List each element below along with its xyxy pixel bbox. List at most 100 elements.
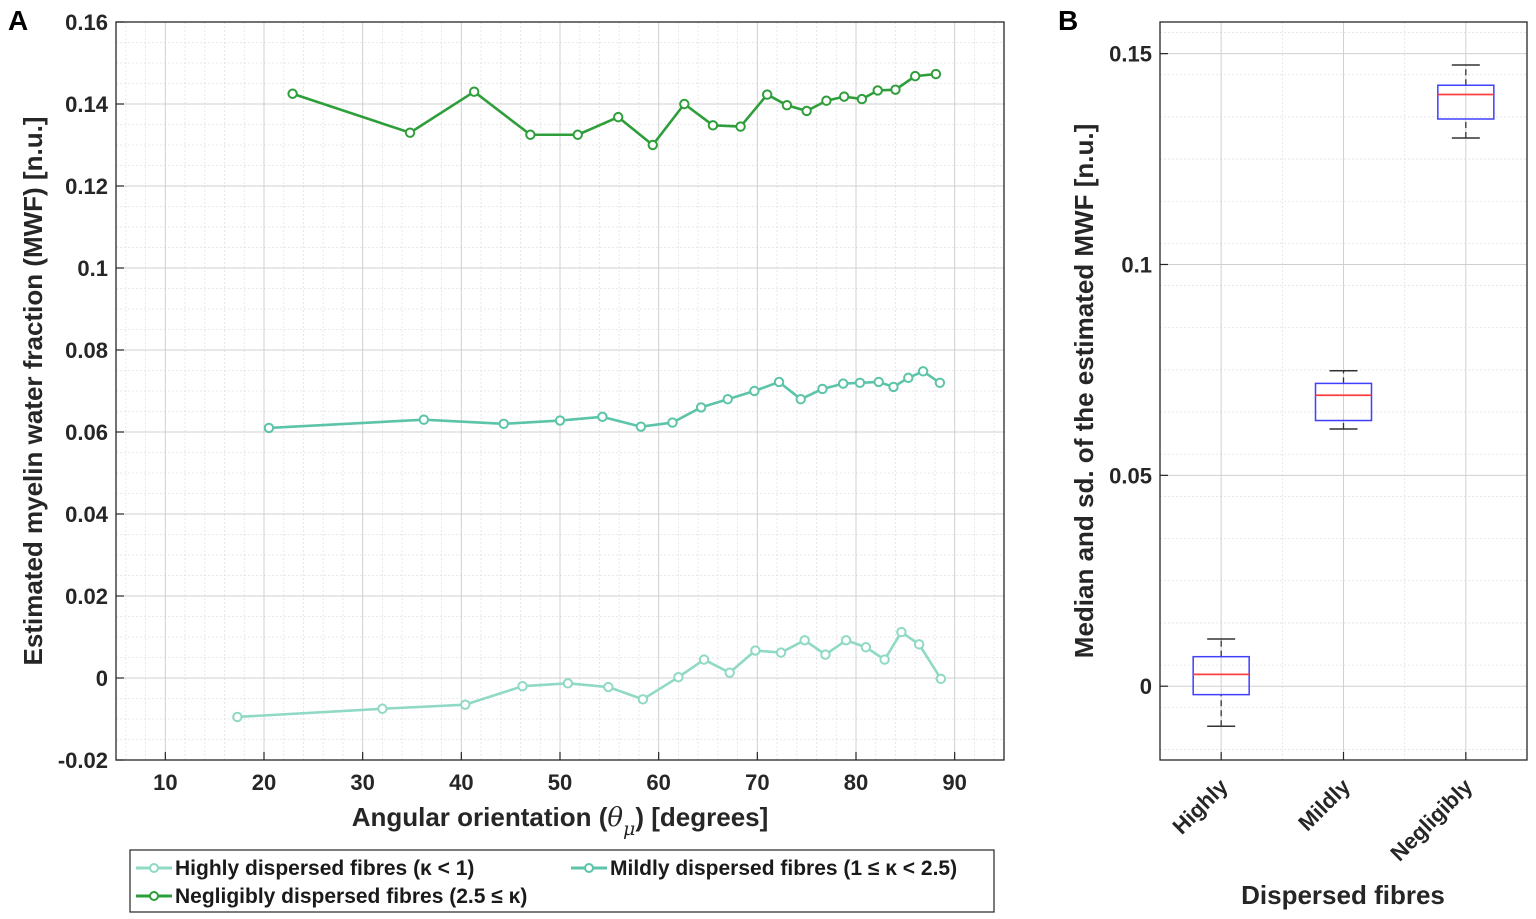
data-point-mildly — [498, 418, 509, 429]
data-point-negligibly — [525, 129, 536, 140]
data-point-negligibly — [801, 105, 812, 117]
data-point-mildly — [635, 421, 647, 432]
x-tick-label: 50 — [548, 770, 572, 795]
y-tick-label: 0.08 — [65, 338, 108, 363]
panel-a-xlabel: Angular orientation (θμ) [degrees] — [352, 802, 769, 840]
panel-a-series — [232, 68, 947, 723]
data-point-highly — [799, 635, 810, 646]
box-body — [1192, 655, 1250, 696]
data-point-negligibly — [821, 95, 832, 106]
series-mildly — [263, 366, 946, 434]
legend-label-mildly: Mildly dispersed fibres (1 ≤ κ < 2.5) — [610, 857, 957, 880]
panel-b-ticks: 0 0.05 0.1 0.15 Highly Mildly Negligibly — [1109, 42, 1478, 866]
data-point-mildly — [554, 415, 566, 426]
data-point-negligibly — [679, 98, 690, 110]
panel-a-xlabel-symbol: θ — [607, 803, 623, 833]
data-point-negligibly — [735, 121, 746, 132]
panel-b-xlabel: Dispersed fibres — [1241, 880, 1445, 910]
data-point-mildly — [817, 383, 828, 395]
data-point-highly — [603, 681, 614, 693]
y-tick-label: 0.04 — [65, 502, 109, 527]
panel-a-xlabel-text: Angular orientation — [352, 802, 592, 832]
data-point-mildly — [418, 414, 430, 425]
data-point-mildly — [667, 417, 678, 428]
y-tick-label: 0.1 — [77, 256, 108, 281]
data-point-negligibly — [468, 86, 480, 97]
x-tick-label: 40 — [449, 770, 473, 795]
y-tick-label: 0 — [1140, 674, 1152, 699]
box-mildly — [1314, 370, 1373, 430]
data-point-negligibly — [762, 89, 773, 100]
data-point-highly — [724, 667, 735, 678]
data-point-negligibly — [872, 85, 883, 96]
panel-b-grid — [1160, 22, 1527, 760]
data-point-highly — [750, 645, 761, 656]
legend-marker-negligibly — [149, 891, 159, 901]
data-point-mildly — [597, 411, 608, 423]
y-tick-label: 0.15 — [1109, 42, 1152, 67]
data-point-mildly — [795, 394, 806, 405]
x-tick-label: 20 — [252, 770, 276, 795]
panel-a-label: A — [8, 5, 28, 36]
legend-label-negligibly: Negligibly dispersed fibres (2.5 ≤ κ) — [175, 885, 527, 908]
data-point-negligibly — [856, 93, 868, 105]
data-point-highly — [637, 694, 649, 705]
x-tick-label: 10 — [153, 770, 177, 795]
data-point-mildly — [695, 402, 707, 413]
data-point-mildly — [854, 377, 866, 388]
data-point-highly — [517, 681, 528, 692]
data-point-highly — [879, 654, 890, 665]
panel-b-ylabel: Median and sd. of the estimated MWF [n.u… — [1069, 124, 1099, 658]
x-tick-label: 80 — [844, 770, 868, 795]
y-tick-label: 0 — [96, 666, 108, 691]
x-tick-label: 70 — [745, 770, 769, 795]
data-point-highly — [840, 635, 852, 646]
panel-a-xlabel-subscript: μ — [623, 818, 635, 840]
panel-b: B 0 0.05 0.1 0.15 Highly Mildly Negligibly Med… — [1058, 5, 1528, 910]
data-point-negligibly — [613, 111, 624, 123]
data-point-negligibly — [890, 84, 901, 95]
data-point-negligibly — [910, 70, 921, 82]
panel-a-ticks: 10 20 30 40 50 60 70 80 90 -0.02 0 0.02 0.04 0.06 0.08… — [58, 10, 967, 795]
data-point-mildly — [837, 378, 849, 389]
data-point-highly — [860, 642, 872, 653]
y-tick-label: -0.02 — [58, 748, 108, 773]
y-tick-label: 0.14 — [65, 92, 109, 117]
box-negligibly — [1437, 64, 1495, 139]
y-tick-label: 0.12 — [65, 174, 108, 199]
data-point-negligibly — [647, 139, 658, 151]
data-point-negligibly — [707, 120, 719, 131]
data-point-highly — [562, 678, 574, 689]
y-tick-label: 0.05 — [1109, 463, 1152, 488]
box-body — [1314, 382, 1373, 422]
y-tick-label: 0.1 — [1121, 252, 1152, 277]
data-point-mildly — [749, 385, 760, 397]
y-tick-label: 0.02 — [65, 584, 108, 609]
legend-box — [129, 849, 995, 913]
data-point-highly — [698, 654, 710, 665]
data-point-mildly — [873, 376, 884, 388]
x-tick-label: 60 — [646, 770, 670, 795]
data-point-mildly — [917, 366, 929, 377]
y-tick-label: 0.06 — [65, 420, 108, 445]
panel-a: A 10 20 30 40 50 60 70 80 90 -0.02 0 0.02 0.04 0.06 0.… — [8, 5, 1005, 913]
data-point-negligibly — [781, 100, 793, 111]
category-label: Highly — [1167, 773, 1233, 839]
data-point-highly — [232, 711, 243, 723]
data-point-mildly — [888, 381, 899, 393]
data-point-highly — [820, 649, 831, 660]
y-tick-label: 0.16 — [65, 10, 108, 35]
data-point-negligibly — [404, 127, 416, 138]
legend-entry-mildly: Mildly dispersed fibres (1 ≤ κ < 2.5) — [571, 857, 957, 880]
data-point-highly — [896, 626, 907, 638]
data-point-highly — [935, 673, 947, 685]
legend-marker-highly — [149, 863, 159, 873]
data-point-negligibly — [572, 129, 583, 140]
data-point-negligibly — [287, 88, 298, 99]
legend-entry-negligibly: Negligibly dispersed fibres (2.5 ≤ κ) — [136, 885, 527, 908]
data-point-highly — [913, 639, 925, 650]
data-point-highly — [377, 703, 388, 714]
panel-a-ylabel: Estimated myelin water fraction (MWF) [n… — [18, 117, 48, 666]
data-point-negligibly — [838, 91, 850, 102]
